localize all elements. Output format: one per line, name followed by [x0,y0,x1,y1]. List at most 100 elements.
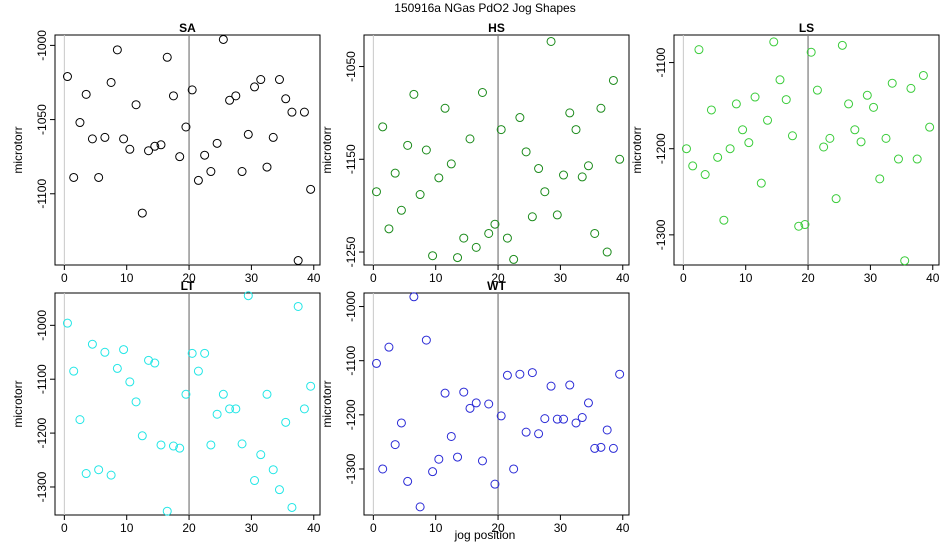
data-point [869,102,879,112]
x-tick-label: 0 [370,521,377,535]
data-point [156,140,166,150]
x-tick-label: 30 [864,271,878,285]
data-point [565,108,575,118]
y-tick-label: -1050 [344,51,358,82]
data-point [274,75,284,85]
data-point [738,125,748,135]
data-point [440,388,450,398]
data-point [694,45,704,55]
data-point [378,464,388,474]
data-point [119,134,129,144]
data-point [496,125,506,135]
data-point [168,441,178,451]
y-tick-label: -1100 [344,345,358,375]
x-tick-label: 10 [120,521,134,535]
data-point [193,175,203,185]
data-point [212,409,222,419]
data-point [459,387,469,397]
data-point [521,147,531,157]
data-point [706,105,716,115]
y-tick-label: -1250 [344,236,358,267]
data-point [465,403,475,413]
data-point [800,220,810,230]
data-point [509,254,519,264]
data-point [181,122,191,132]
data-point [602,247,612,257]
data-point [925,122,935,132]
data-point [496,411,506,421]
data-point [243,129,253,139]
x-tick-label: 30 [245,521,259,535]
data-point [856,137,866,147]
data-point [552,414,562,424]
data-point [75,415,85,425]
data-point [75,118,85,128]
data-point [583,398,593,408]
data-point [237,439,247,449]
panel-title: WT [487,279,506,293]
plot-frame [54,292,321,516]
x-tick-label: 10 [739,271,753,285]
data-point [596,103,606,113]
x-tick-label: 20 [182,521,196,535]
data-point [602,425,612,435]
data-point [681,144,691,154]
data-point [268,465,278,475]
data-point [243,291,253,301]
data-point [156,440,166,450]
y-tick-label: -1100 [654,47,668,77]
data-point [212,138,222,148]
figure-title: 150916a NGas PdO2 Jog Shapes [394,1,575,15]
panel-title: HS [488,21,505,35]
data-point [287,502,297,512]
y-tick-label: -1300 [35,471,49,502]
data-point [168,91,178,101]
x-tick-label: 20 [491,271,505,285]
data-point [396,418,406,428]
data-point [81,469,91,479]
plot-frame [673,34,940,266]
data-point [218,34,228,44]
data-point [181,389,191,399]
data-point [615,369,625,379]
data-point [763,115,773,125]
panels: SA 0 10 20 30 40 -1100 -1050 -1000 microtorr HS 0 10… [11,21,940,535]
data-point [819,142,829,152]
data-point [471,398,481,408]
data-point [465,134,475,144]
data-point [175,152,185,162]
data-point [434,173,444,183]
data-point [559,170,569,180]
data-point [527,212,537,222]
data-point [187,348,197,358]
data-point [900,256,910,266]
data-point [750,92,760,102]
plot-frame [54,34,321,266]
y-tick-label: -1000 [344,291,358,322]
data-point [62,318,72,328]
data-point [794,221,804,231]
data-point [484,399,494,409]
y-tick-label: -1200 [344,399,358,430]
data-point [515,113,525,123]
y-tick-label: -1300 [654,219,668,250]
data-point [250,476,260,486]
panel-hs: HS 0 10 20 30 40 -1250 -1150 -1050 microtorr [320,21,630,285]
data-point [440,103,450,113]
data-point [409,89,419,99]
data-point [590,228,600,238]
data-point [306,381,316,391]
data-point [725,144,735,154]
data-point [281,417,291,427]
data-point [81,89,91,99]
data-point [371,358,381,368]
data-point [744,138,754,148]
data-point [131,100,141,110]
data-point [527,368,537,378]
x-tick-label: 10 [120,271,134,285]
data-point [175,443,185,453]
data-point [150,141,160,151]
data-point [225,95,235,105]
data-point [428,467,438,477]
data-point [887,78,897,88]
